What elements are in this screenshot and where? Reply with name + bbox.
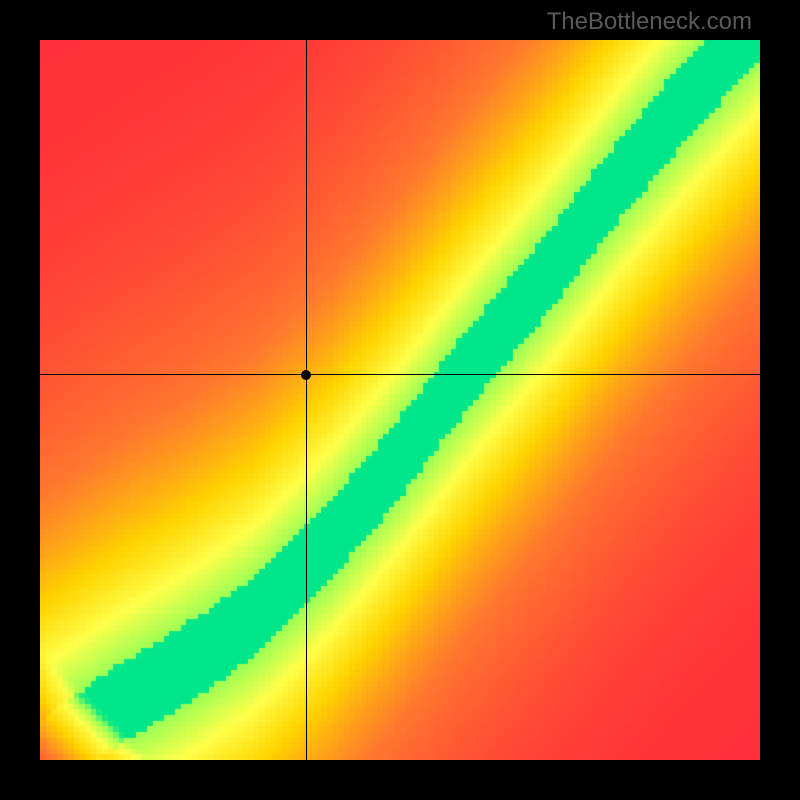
outer-frame: TheBottleneck.com	[0, 0, 800, 800]
watermark-text: TheBottleneck.com	[547, 8, 752, 36]
heatmap-canvas	[40, 40, 760, 760]
crosshair-vertical-line	[306, 40, 307, 760]
crosshair-horizontal-line	[40, 374, 760, 375]
plot-area	[40, 40, 760, 760]
crosshair-dot	[301, 370, 311, 380]
